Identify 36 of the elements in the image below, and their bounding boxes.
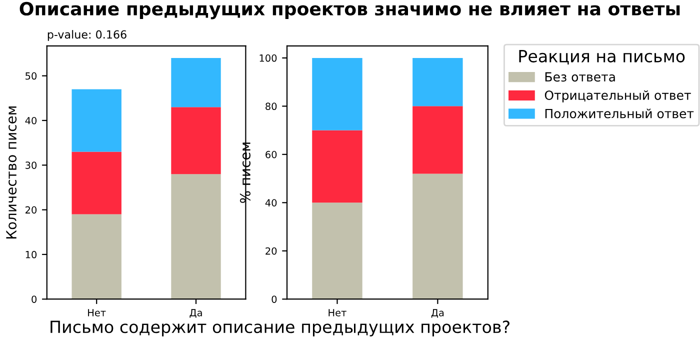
- y-tick-label: 80: [266, 102, 277, 110]
- y-tick-label: 0: [32, 296, 37, 303]
- bar: [412, 174, 463, 300]
- bar: [312, 58, 362, 130]
- y-tick-label: 20: [266, 247, 277, 255]
- legend-label: Без ответа: [545, 72, 615, 82]
- text: Описание предыдущих проектов значимо не влияет на ответы: [20, 2, 680, 20]
- bar: [72, 214, 122, 300]
- bar: [72, 89, 122, 152]
- y-tick-label: 30: [26, 162, 37, 169]
- y-tick-label: 20: [26, 206, 37, 214]
- x-tick-label: Да: [190, 309, 202, 318]
- y-tick-label: 50: [26, 72, 37, 80]
- bar: [312, 130, 362, 203]
- y-tick-label: 0: [272, 296, 277, 303]
- y-axis-title: Количество писем: [6, 106, 17, 238]
- legend-label: Отрицательный ответ: [544, 90, 691, 102]
- legend-label: Положительный ответ: [545, 108, 694, 118]
- y-tick-label: 10: [26, 250, 37, 258]
- bar: [72, 152, 122, 214]
- x-tick-label: Нет: [328, 309, 346, 316]
- y-tick-label: 40: [265, 199, 277, 206]
- text: p-value: 0.166: [48, 30, 126, 41]
- bar: [412, 106, 463, 174]
- y-tick-label: 100: [260, 54, 277, 62]
- legend-title: Реакция на письмо: [519, 50, 685, 65]
- x-axis-title: Письмо содержит описание предыдущих проектов?: [50, 320, 510, 336]
- bar: [171, 174, 221, 300]
- y-tick-label: 60: [266, 150, 277, 158]
- bar: [171, 107, 221, 174]
- y-tick-label: 40: [25, 116, 37, 124]
- x-tick-label: Нет: [88, 309, 106, 316]
- x-tick-label: Да: [431, 309, 444, 318]
- bar: [171, 58, 221, 108]
- bar: [312, 202, 362, 300]
- bar: [412, 58, 463, 106]
